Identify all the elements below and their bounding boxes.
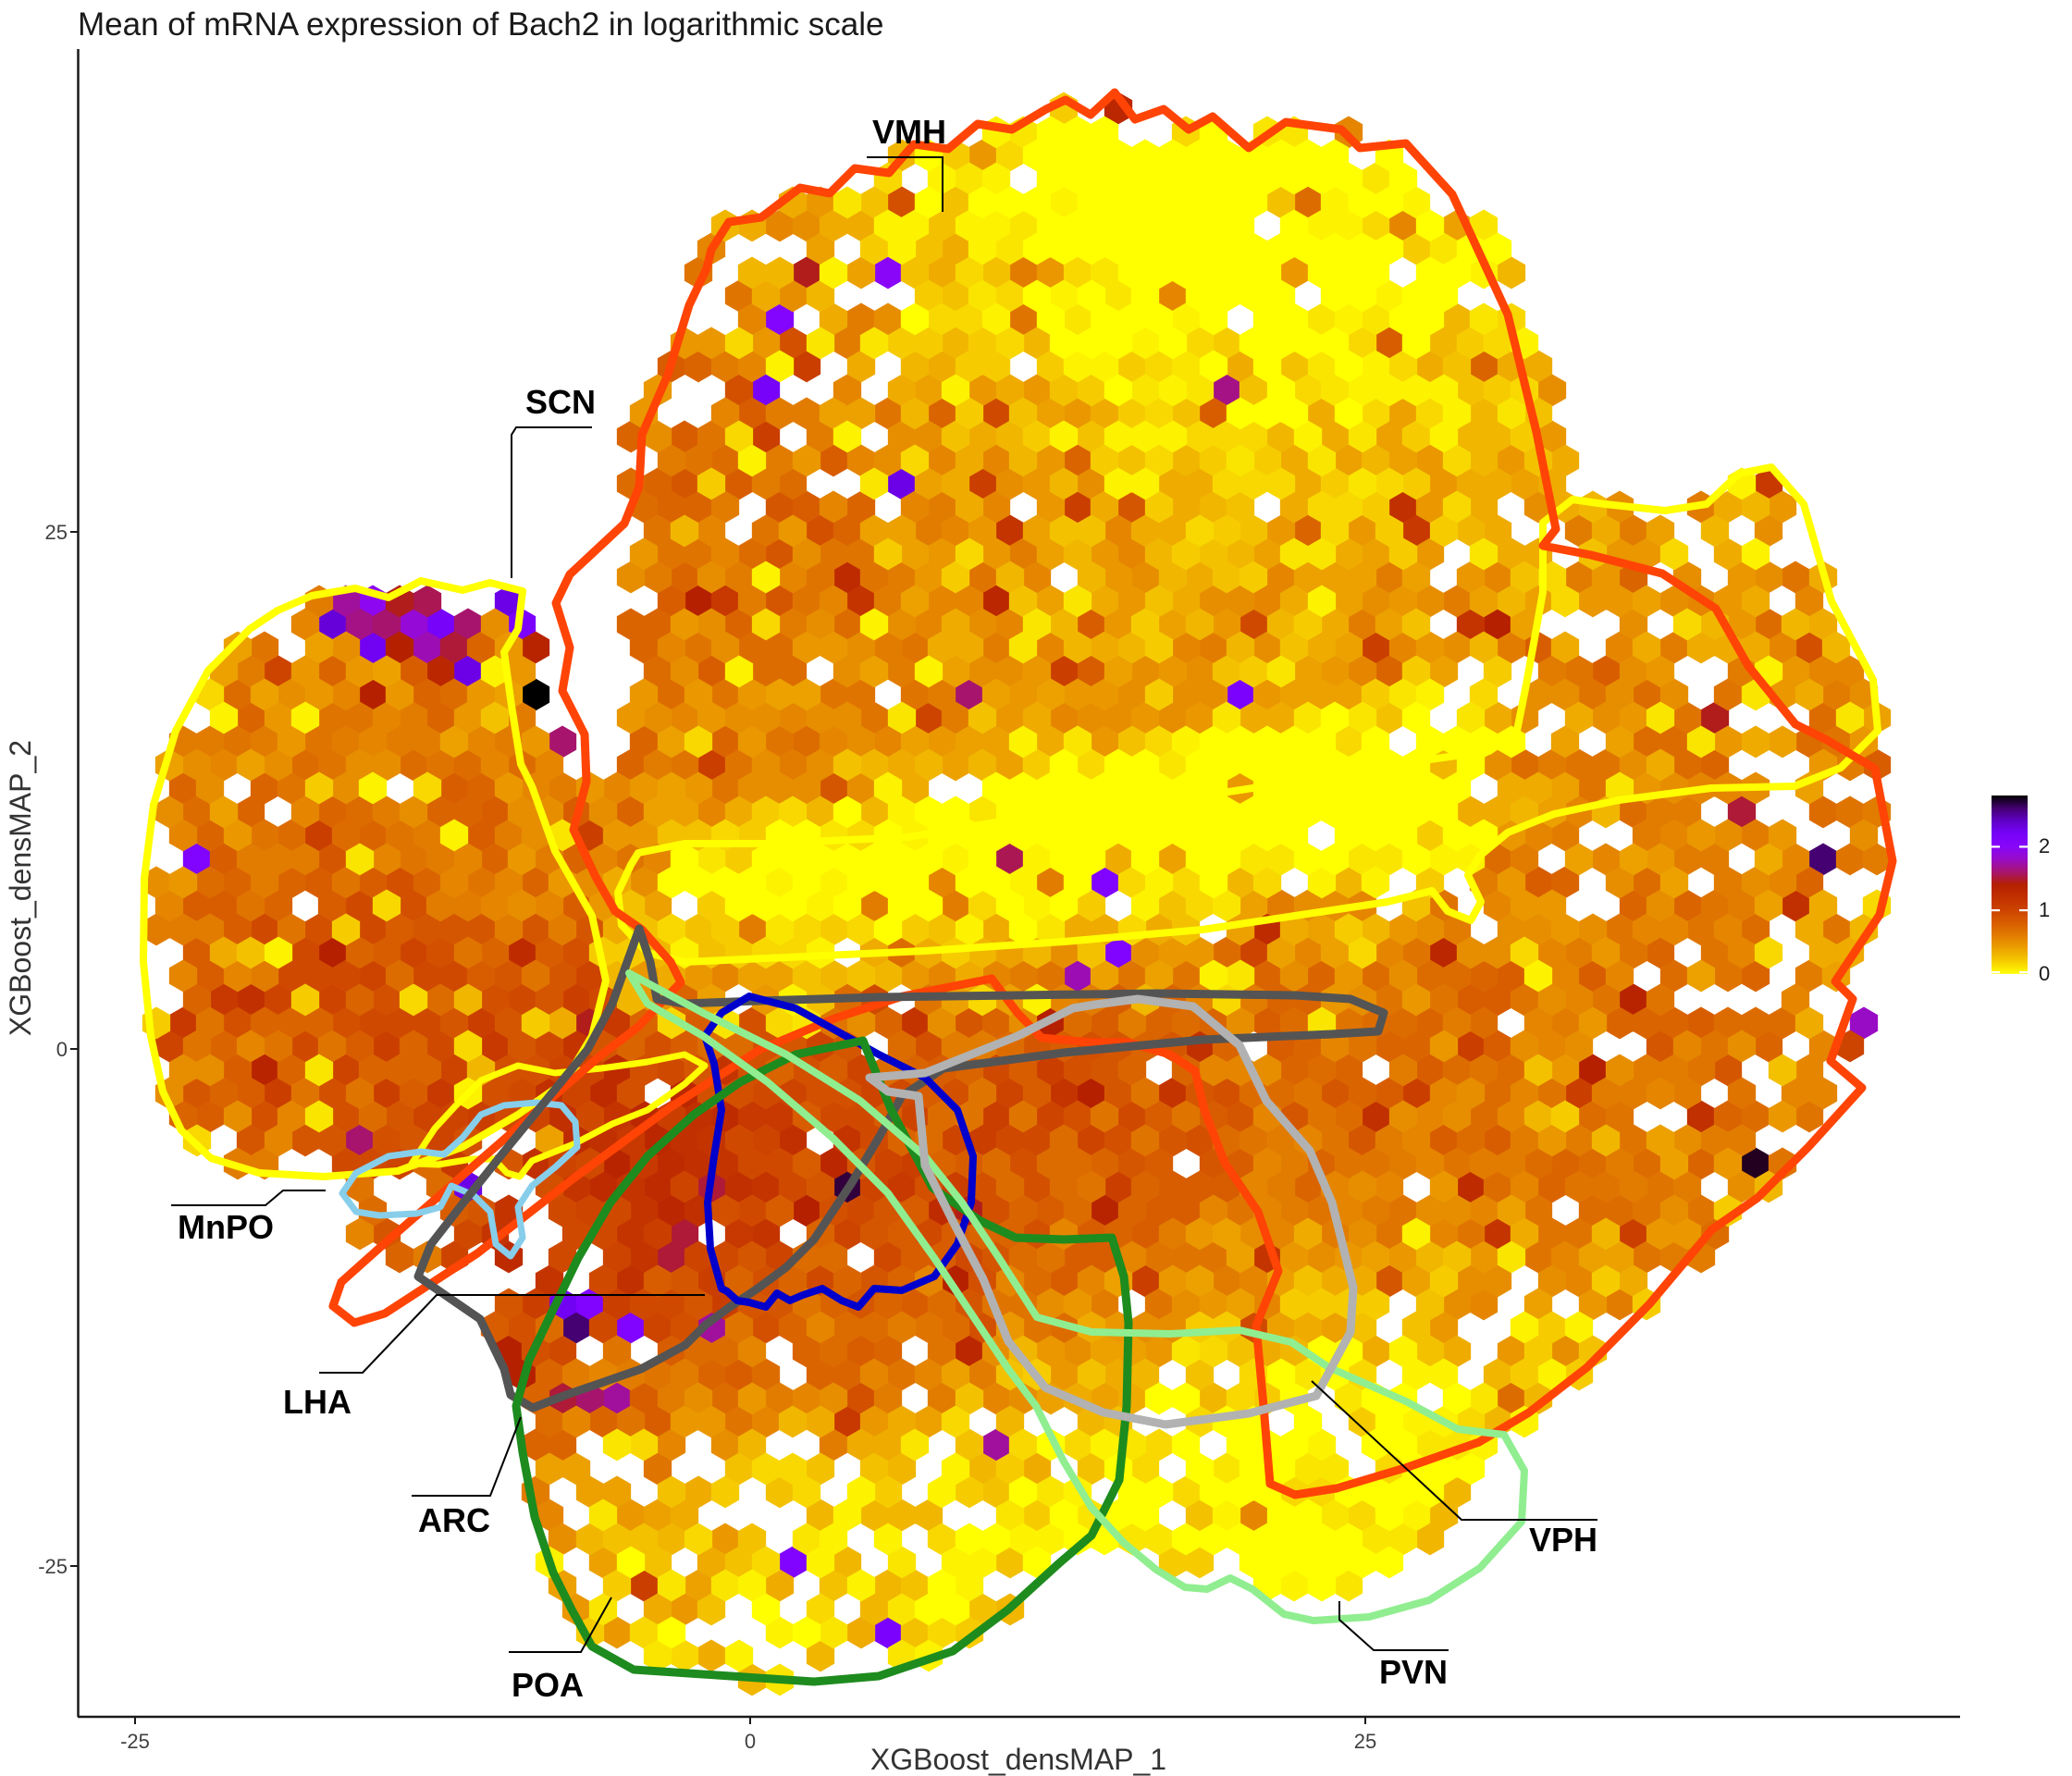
svg-text:LHA: LHA <box>283 1383 352 1421</box>
svg-text:-25: -25 <box>38 1555 68 1578</box>
svg-text:0: 0 <box>56 1038 68 1061</box>
svg-text:0: 0 <box>745 1730 756 1753</box>
svg-text:25: 25 <box>45 521 68 544</box>
svg-text:-25: -25 <box>120 1730 150 1753</box>
svg-text:0: 0 <box>2039 962 2050 985</box>
svg-text:POA: POA <box>512 1666 584 1704</box>
svg-text:XGBoost_densMAP_1: XGBoost_densMAP_1 <box>870 1743 1166 1776</box>
svg-text:PVN: PVN <box>1379 1653 1448 1691</box>
svg-text:SCN: SCN <box>525 383 596 421</box>
svg-text:MnPO: MnPO <box>178 1208 274 1246</box>
svg-text:XGBoost_densMAP_2: XGBoost_densMAP_2 <box>4 740 37 1036</box>
svg-text:VPH: VPH <box>1529 1521 1597 1559</box>
svg-text:Mean of mRNA expression of Bac: Mean of mRNA expression of Bach2 in loga… <box>78 6 884 43</box>
svg-text:ARC: ARC <box>418 1501 490 1539</box>
svg-text:VMH: VMH <box>872 113 946 151</box>
svg-text:1: 1 <box>2039 898 2050 921</box>
svg-text:25: 25 <box>1354 1730 1376 1753</box>
svg-text:2: 2 <box>2039 834 2050 857</box>
